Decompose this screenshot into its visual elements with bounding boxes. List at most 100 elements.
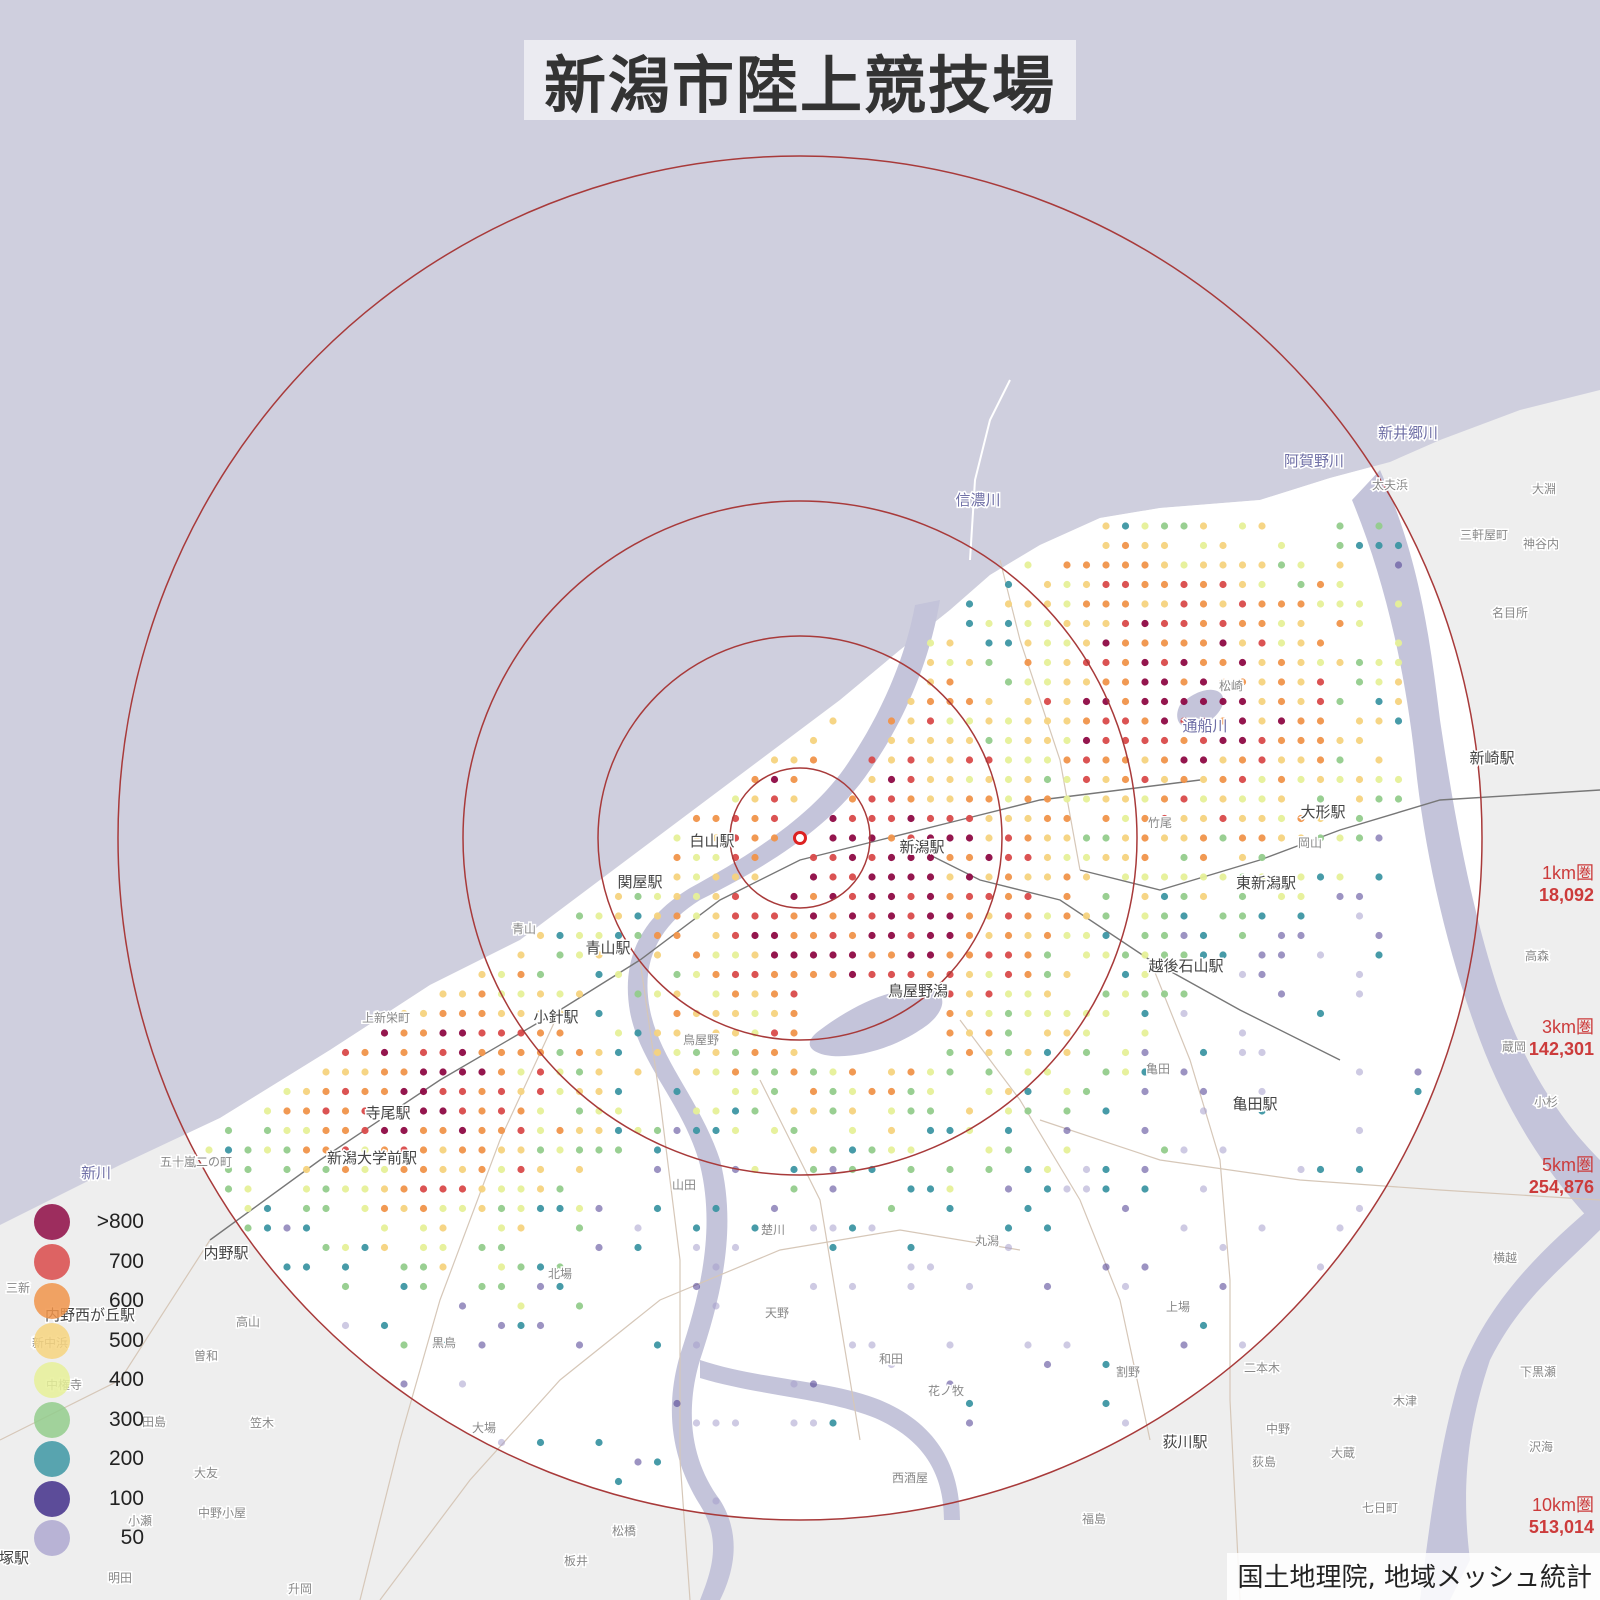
population-dot	[848, 1068, 857, 1076]
population-dot	[517, 1302, 525, 1310]
population-dot	[614, 1087, 623, 1096]
population-dot	[731, 1009, 740, 1018]
area-label: 曽和	[194, 1348, 218, 1363]
population-dot	[1199, 775, 1208, 784]
population-dot	[1141, 951, 1149, 959]
population-dot	[1102, 541, 1110, 550]
population-dots	[205, 522, 1422, 1505]
population-dot	[1160, 1146, 1169, 1154]
population-dot	[478, 990, 486, 998]
population-dot	[809, 1282, 818, 1291]
population-dot	[1121, 873, 1130, 881]
population-dot	[926, 892, 935, 901]
population-dot	[965, 1009, 974, 1018]
population-dot	[1102, 561, 1110, 569]
population-dot	[1199, 853, 1208, 862]
population-dot	[1297, 580, 1305, 589]
population-dot	[1277, 931, 1286, 940]
population-dot	[1024, 1107, 1032, 1115]
population-dot	[1082, 1029, 1091, 1037]
population-dot	[926, 912, 935, 920]
road-line	[1149, 959, 1241, 1600]
population-dot	[1121, 951, 1130, 959]
population-dot	[712, 1302, 720, 1310]
population-dot	[653, 1048, 662, 1057]
population-dot	[1043, 697, 1052, 706]
population-dot	[1063, 814, 1071, 823]
population-dot	[965, 892, 974, 901]
population-dot	[1082, 600, 1091, 608]
population-dot	[751, 853, 759, 862]
population-dot	[985, 1165, 993, 1174]
area-label: 三軒屋町	[1460, 528, 1508, 542]
population-dot	[400, 1009, 408, 1018]
population-dot	[887, 1107, 896, 1115]
population-dot	[946, 1068, 954, 1076]
population-dot	[673, 912, 681, 920]
population-dot	[1043, 814, 1052, 823]
population-dot	[575, 1165, 584, 1174]
population-dot	[965, 853, 974, 862]
population-dot	[634, 1243, 642, 1252]
population-dot	[1141, 1126, 1149, 1135]
population-dot	[946, 1029, 954, 1037]
population-dot	[614, 1126, 623, 1135]
population-dot	[1082, 1048, 1091, 1057]
population-dot	[1082, 912, 1091, 920]
ring-name: 10km圏	[1531, 1495, 1594, 1515]
population-dot	[1063, 1185, 1071, 1193]
population-dot	[1199, 717, 1208, 725]
population-dot	[1043, 1282, 1052, 1291]
population-dot	[1043, 1029, 1052, 1037]
population-dot	[439, 1204, 447, 1213]
population-dot	[1043, 1185, 1052, 1193]
population-dot	[1355, 834, 1364, 842]
population-dot	[1355, 541, 1364, 550]
population-dot	[1199, 561, 1208, 569]
legend-label: 500	[108, 1328, 144, 1352]
population-dot	[341, 1243, 350, 1252]
population-dot	[361, 1126, 369, 1135]
population-dot	[419, 1087, 428, 1096]
road-line	[759, 1079, 861, 1441]
population-dot	[536, 1263, 545, 1271]
population-dot	[1414, 1087, 1422, 1096]
population-dot	[809, 912, 818, 920]
population-dot	[653, 892, 662, 901]
population-dot	[517, 1009, 525, 1018]
population-dot	[1375, 522, 1383, 530]
population-dot	[458, 1107, 467, 1115]
ring-population: 18,092	[1538, 885, 1594, 905]
population-dot	[712, 1009, 720, 1018]
population-dot	[536, 1282, 545, 1291]
population-dot	[712, 1204, 720, 1213]
population-dot	[634, 912, 642, 920]
population-dot	[341, 1263, 350, 1271]
population-dot	[497, 1068, 506, 1076]
population-dot	[1219, 912, 1227, 920]
population-dot	[1355, 1068, 1364, 1076]
station-label: 新崎駅	[1469, 749, 1514, 767]
population-dot	[1004, 736, 1013, 745]
population-dot	[712, 1497, 720, 1505]
legend-item: >800	[34, 1202, 144, 1242]
river-label: 阿賀野川	[1284, 452, 1344, 470]
population-dot	[1082, 639, 1091, 647]
population-dot	[1297, 697, 1305, 706]
population-dot	[1336, 775, 1344, 784]
population-dot	[1316, 736, 1325, 745]
population-dot	[517, 1185, 525, 1193]
population-dot	[536, 1029, 545, 1037]
population-dot	[1141, 522, 1149, 530]
legend-label: 600	[108, 1289, 144, 1312]
population-dot	[673, 873, 681, 881]
population-dot	[1043, 931, 1052, 940]
population-dot	[1063, 678, 1071, 686]
population-dot	[1043, 951, 1052, 959]
station-label: 越後石山駅	[1148, 957, 1223, 975]
population-dot	[1063, 853, 1071, 862]
population-dot	[1277, 892, 1286, 901]
population-dot	[497, 1321, 506, 1330]
population-dot	[731, 892, 740, 901]
population-dot	[614, 970, 623, 979]
